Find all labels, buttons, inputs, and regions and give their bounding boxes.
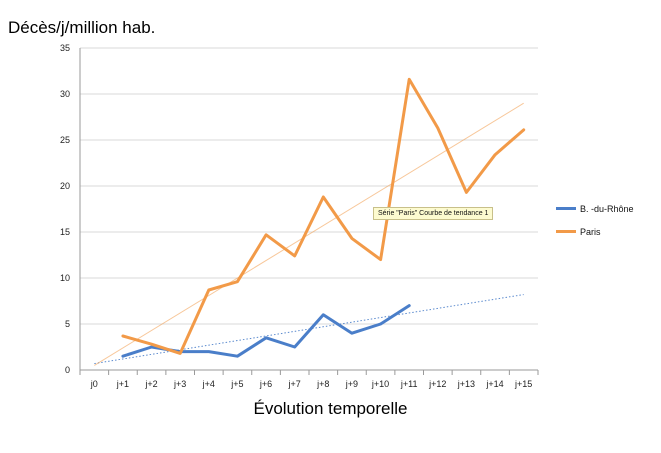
y-tick-label: 20 — [60, 181, 70, 191]
legend-label-paris: Paris — [580, 226, 601, 237]
x-tick-label: j+8 — [316, 379, 329, 389]
y-tick-label: 0 — [65, 365, 70, 375]
y-axis-title: Décès/j/million hab. — [8, 18, 156, 37]
legend-item-bdr: B. -du-Rhône — [556, 200, 634, 217]
y-tick-label: 30 — [60, 89, 70, 99]
y-tick-label: 35 — [60, 43, 70, 53]
x-tick-label: j+3 — [173, 379, 186, 389]
x-tick-label: j+7 — [288, 379, 301, 389]
x-tick-label: j+9 — [345, 379, 358, 389]
x-tick-label: j+6 — [259, 379, 272, 389]
x-tick-label: j+14 — [485, 379, 503, 389]
x-tick-label: j+2 — [144, 379, 157, 389]
trendline-paris — [94, 102, 524, 366]
legend: B. -du-Rhône Paris — [556, 200, 634, 246]
y-tick-label: 25 — [60, 135, 70, 145]
trendline-tooltip: Série "Paris" Courbe de tendance 1 — [373, 207, 494, 220]
x-tick-label: j+10 — [371, 379, 389, 389]
legend-label-bdr: B. -du-Rhône — [580, 203, 634, 214]
series-line-paris — [121, 77, 526, 355]
legend-item-paris: Paris — [556, 223, 634, 240]
x-axis-title: Évolution temporelle — [253, 399, 408, 418]
x-tick-label: j+12 — [428, 379, 446, 389]
x-tick-label: j+5 — [230, 379, 243, 389]
legend-swatch-paris — [556, 230, 576, 233]
x-tick-label: j0 — [90, 379, 98, 389]
y-tick-label: 5 — [65, 319, 70, 329]
x-tick-label: j+4 — [202, 379, 215, 389]
y-tick-label: 10 — [60, 273, 70, 283]
y-tick-label: 15 — [60, 227, 70, 237]
legend-swatch-bdr — [556, 207, 576, 210]
x-tick-label: j+1 — [116, 379, 129, 389]
x-tick-label: j+11 — [400, 379, 418, 389]
x-tick-label: j+13 — [457, 379, 475, 389]
x-tick-label: j+15 — [514, 379, 532, 389]
